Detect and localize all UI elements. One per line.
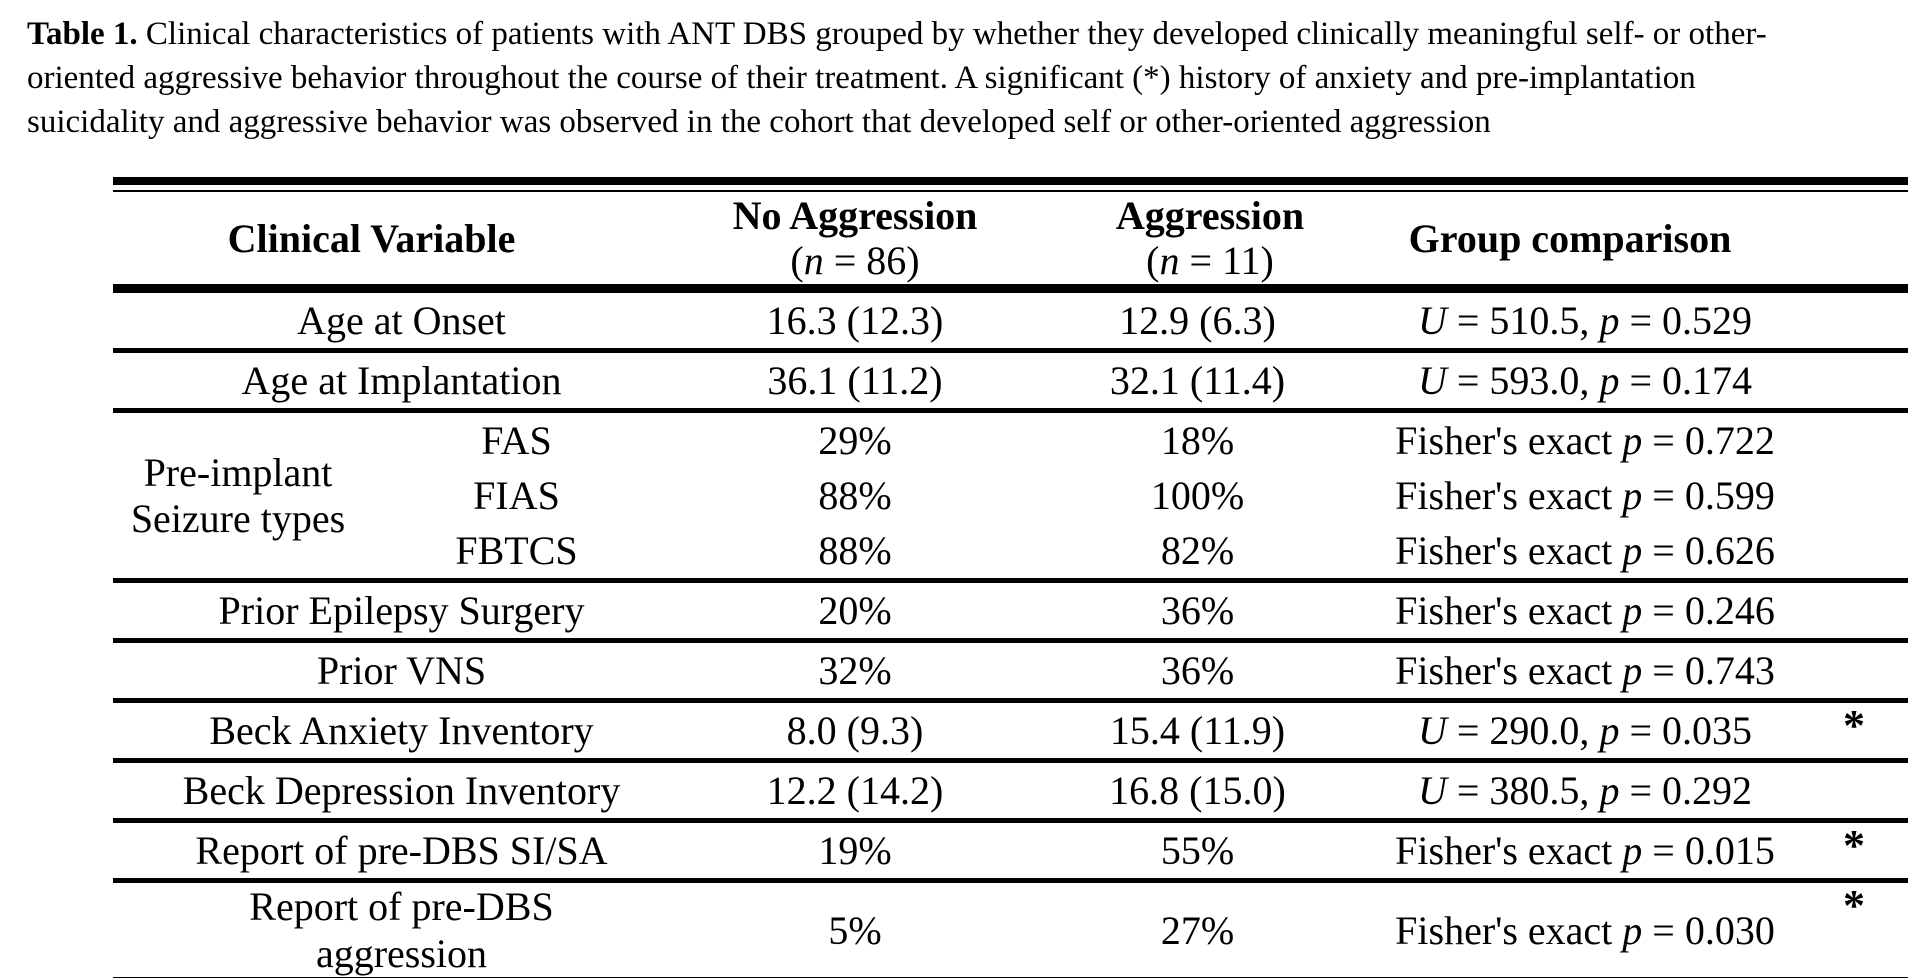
aggression-cell: 32.1 (11.4)	[1080, 350, 1340, 413]
table-row-age-at-implantation: Age at Implantation 36.1 (11.2) 32.1 (11…	[113, 350, 1908, 413]
aggression-cell: 82%	[1080, 523, 1340, 583]
table-row-beck-anxiety: Beck Anxiety Inventory 8.0 (9.3) 15.4 (1…	[113, 700, 1908, 763]
significance-cell	[1800, 288, 1908, 353]
variable-cell: Age at Implantation	[113, 350, 630, 413]
comparison-cell: Fisher's exact p = 0.015	[1340, 820, 1800, 883]
aggression-cell: 36%	[1080, 640, 1340, 703]
comparison-cell: U = 290.0, p = 0.035	[1340, 700, 1800, 763]
variable-cell: FAS	[481, 418, 552, 463]
header-row: Clinical Variable No Aggression (n = 86)…	[113, 192, 1908, 293]
comparison-cell: Fisher's exact p = 0.030	[1395, 907, 1775, 953]
variable-cell: FBTCS	[363, 523, 630, 583]
table-row-pre-dbs-si-sa: Report of pre-DBS SI/SA 19% 55% Fisher's…	[113, 820, 1908, 883]
caption-line-3: suicidality and aggressive behavior was …	[27, 104, 1491, 140]
no-aggression-cell: 88%	[630, 523, 1080, 583]
no-aggression-cell: 12.2 (14.2)	[630, 760, 1080, 823]
clinical-characteristics-table: Clinical Variable No Aggression (n = 86)…	[113, 177, 1908, 978]
significance-asterisk: *	[1843, 881, 1865, 930]
seizure-group-label: Pre-implant Seizure types	[113, 410, 363, 583]
no-aggression-cell: 20%	[630, 580, 1080, 643]
table-row-pre-dbs-aggression: Report of pre-DBS aggression 5% 27% Fish…	[113, 881, 1908, 978]
aggression-cell: 27%	[1160, 907, 1235, 953]
table-row-age-at-onset: Age at Onset 16.3 (12.3) 12.9 (6.3) U = …	[113, 288, 1908, 353]
table-top-thick-rule	[113, 177, 1908, 185]
no-aggression-cell: 36.1 (11.2)	[630, 350, 1080, 413]
comparison-cell: Fisher's exact p = 0.722	[1395, 418, 1775, 463]
comparison-cell: Fisher's exact p = 0.246	[1340, 580, 1800, 643]
significance-cell	[1800, 760, 1908, 823]
variable-cell: Age at Onset	[113, 288, 630, 353]
col-header-no-aggression: No Aggression (n = 86)	[630, 192, 1080, 293]
no-aggression-cell: 88%	[818, 473, 892, 518]
variable-cell: Beck Depression Inventory	[113, 760, 630, 823]
col-header-aggression: Aggression (n = 11)	[1080, 192, 1340, 293]
significance-cell	[1800, 468, 1908, 523]
col-header-significance	[1800, 192, 1908, 293]
comparison-cell: U = 380.5, p = 0.292	[1340, 760, 1800, 823]
aggression-title: Aggression	[1115, 193, 1305, 238]
table-caption: Table 1. Clinical characteristics of pat…	[27, 12, 1917, 144]
no-aggression-cell: 8.0 (9.3)	[630, 700, 1080, 763]
variable-cell: Prior VNS	[113, 640, 630, 703]
no-aggression-title: No Aggression	[732, 193, 978, 238]
no-aggression-cell: 5%	[828, 907, 882, 953]
no-aggression-cell: 19%	[630, 820, 1080, 883]
comparison-cell: Fisher's exact p = 0.626	[1340, 523, 1800, 583]
aggression-cell: 100%	[1150, 473, 1245, 518]
caption-line-1: Table 1. Clinical characteristics of pat…	[27, 16, 1767, 52]
comparison-cell: U = 510.5, p = 0.529	[1340, 288, 1800, 353]
aggression-cell: 55%	[1080, 820, 1340, 883]
no-aggression-n: (n = 86)	[790, 238, 920, 283]
data-table: Clinical Variable No Aggression (n = 86)…	[113, 192, 1908, 977]
aggression-cell: 12.9 (6.3)	[1080, 288, 1340, 353]
table-row-prior-vns: Prior VNS 32% 36% Fisher's exact p = 0.7…	[113, 640, 1908, 703]
significance-cell	[1800, 523, 1908, 583]
col-header-clinical-variable: Clinical Variable	[113, 192, 630, 293]
table-top-thin-rule	[113, 190, 1908, 192]
aggression-cell: 15.4 (11.9)	[1080, 700, 1340, 763]
table-row-prior-epilepsy-surgery: Prior Epilepsy Surgery 20% 36% Fisher's …	[113, 580, 1908, 643]
variable-cell: FIAS	[473, 473, 560, 518]
table-row-beck-depression: Beck Depression Inventory 12.2 (14.2) 16…	[113, 760, 1908, 823]
variable-cell: Report of pre-DBS SI/SA	[113, 820, 630, 883]
aggression-n: (n = 11)	[1146, 238, 1274, 283]
significance-cell	[1800, 580, 1908, 643]
aggression-cell: 36%	[1080, 580, 1340, 643]
variable-cell: Report of pre-DBS aggression	[249, 884, 554, 976]
comparison-cell: Fisher's exact p = 0.743	[1340, 640, 1800, 703]
no-aggression-cell: 32%	[630, 640, 1080, 703]
no-aggression-cell: 16.3 (12.3)	[630, 288, 1080, 353]
table-row-seizure-fbtcs: FBTCS 88% 82% Fisher's exact p = 0.626	[113, 523, 1908, 583]
comparison-cell: Fisher's exact p = 0.599	[1395, 473, 1775, 518]
significance-asterisk: *	[1800, 820, 1908, 883]
variable-cell: Beck Anxiety Inventory	[113, 700, 630, 763]
col-header-group-comparison: Group comparison	[1340, 192, 1800, 293]
variable-cell: Prior Epilepsy Surgery	[113, 580, 630, 643]
aggression-cell: 16.8 (15.0)	[1080, 760, 1340, 823]
significance-asterisk: *	[1800, 700, 1908, 763]
table-row-seizure-fias: FIAS 88% 100% Fisher's exact p = 0.599	[113, 468, 1908, 523]
table-row-seizure-fas: Pre-implant Seizure types FAS 29% 18% Fi…	[113, 410, 1908, 583]
significance-cell	[1800, 411, 1908, 469]
caption-line-2: oriented aggressive behavior throughout …	[27, 60, 1696, 96]
no-aggression-cell: 29%	[818, 418, 892, 463]
aggression-cell: 18%	[1160, 418, 1235, 463]
significance-cell	[1800, 350, 1908, 413]
comparison-cell: U = 593.0, p = 0.174	[1340, 350, 1800, 413]
significance-cell	[1800, 640, 1908, 703]
